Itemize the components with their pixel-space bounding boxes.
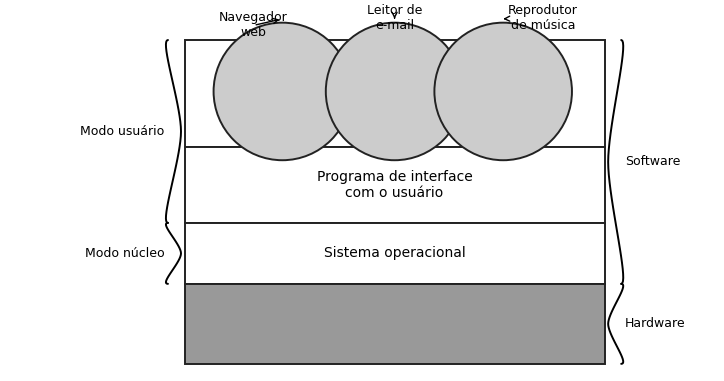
Ellipse shape — [326, 22, 463, 160]
Text: Modo usuário: Modo usuário — [80, 125, 164, 138]
Bar — [185, 40, 605, 147]
Text: Leitor de
e-mail: Leitor de e-mail — [367, 4, 422, 32]
Text: Modo núcleo: Modo núcleo — [85, 247, 164, 260]
Ellipse shape — [214, 22, 351, 160]
Text: Hardware: Hardware — [625, 317, 686, 330]
Text: Programa de interface
com o usuário: Programa de interface com o usuário — [316, 170, 473, 200]
Bar — [185, 223, 605, 284]
Ellipse shape — [434, 22, 572, 160]
Text: Sistema operacional: Sistema operacional — [324, 247, 466, 260]
Text: Reprodutor
de música: Reprodutor de música — [505, 4, 578, 32]
Bar — [185, 284, 605, 364]
Text: Software: Software — [625, 155, 680, 168]
Bar — [185, 147, 605, 223]
Text: Navegador
web: Navegador web — [219, 11, 287, 39]
